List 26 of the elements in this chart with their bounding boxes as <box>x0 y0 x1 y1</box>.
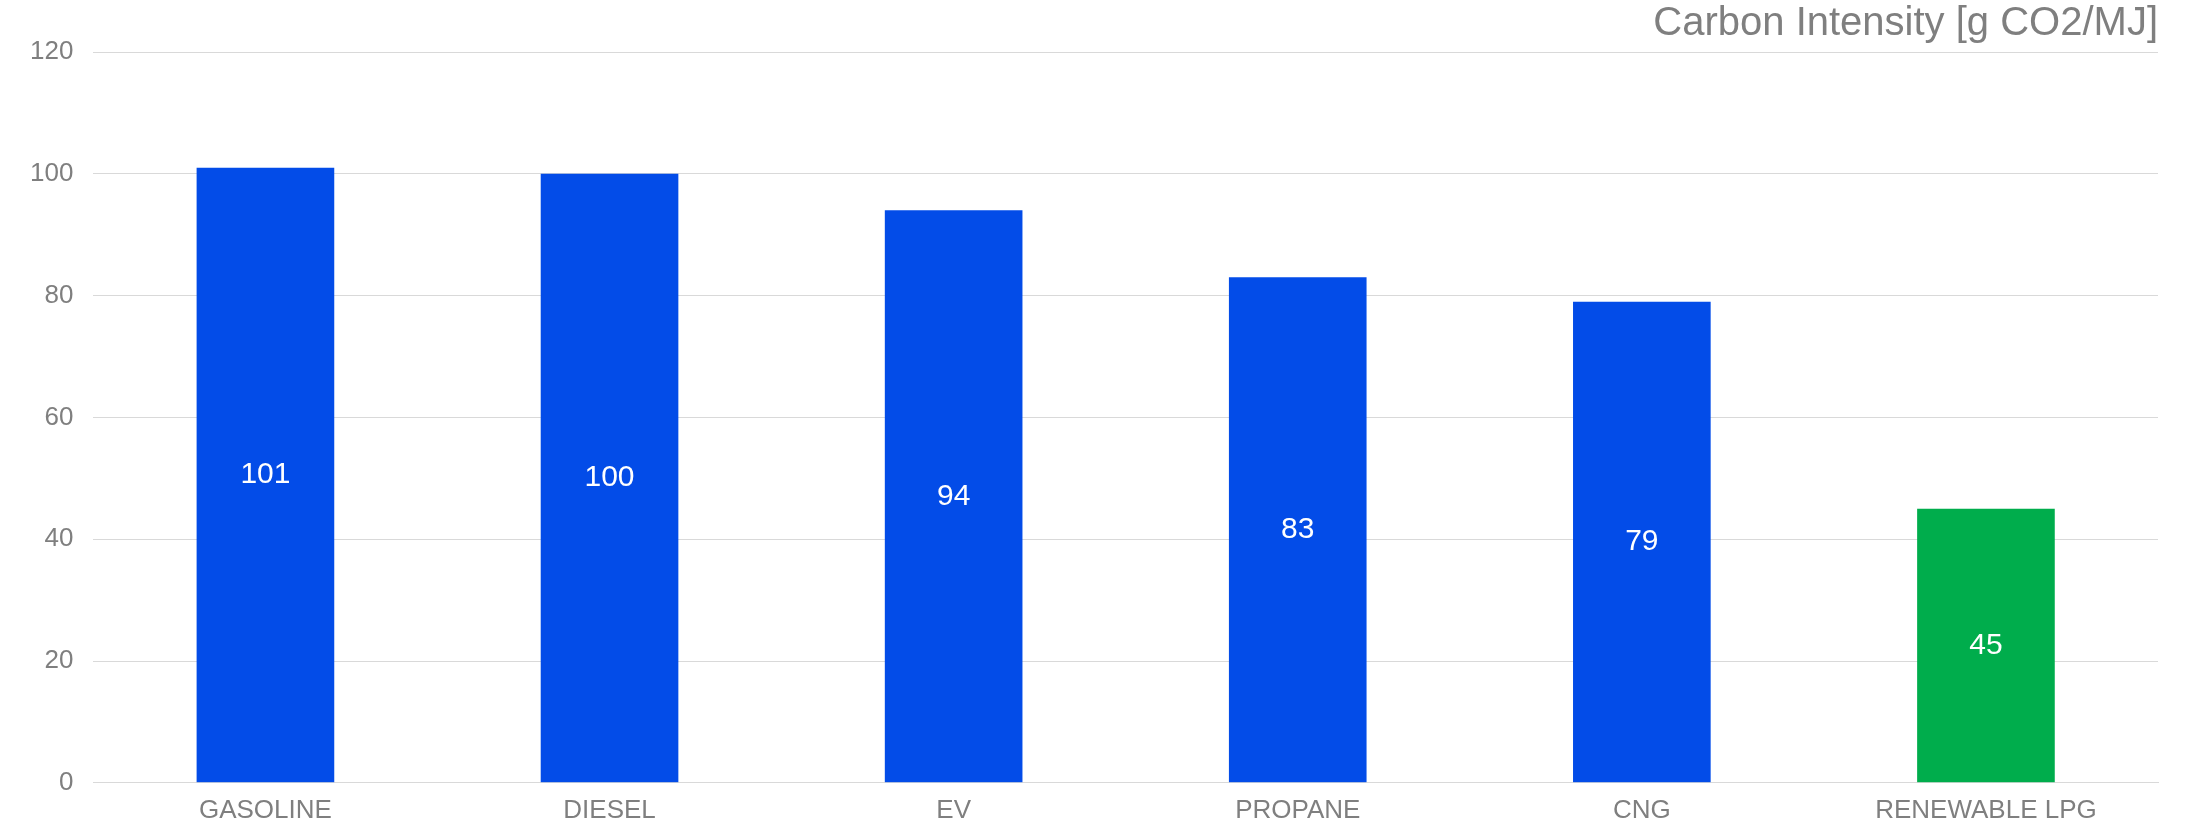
x-tick-label: PROPANE <box>1235 793 1361 824</box>
bar <box>196 167 335 783</box>
x-tick-label: RENEWABLE LPG <box>1875 793 2097 824</box>
x-tick-label: DIESEL <box>563 793 656 824</box>
bar <box>1228 277 1367 783</box>
y-tick-label: 60 <box>44 400 74 431</box>
bar <box>1573 301 1711 783</box>
data-label: 45 <box>1969 626 2003 660</box>
y-tick-label: 80 <box>44 278 74 309</box>
data-label: 79 <box>1625 523 1659 557</box>
y-tick-label: 0 <box>58 765 74 796</box>
y-tick-label: 40 <box>44 522 74 553</box>
x-tick-label: CNG <box>1612 793 1671 824</box>
y-tick-label: 100 <box>29 156 74 187</box>
bar <box>1917 508 2055 783</box>
bar <box>540 173 679 783</box>
bar <box>884 210 1023 783</box>
data-label: 83 <box>1281 511 1315 545</box>
data-label: 101 <box>240 456 291 490</box>
x-tick-label: EV <box>936 793 972 824</box>
chart-title: Carbon Intensity [g CO2/MJ] <box>1653 0 2158 44</box>
y-tick-label: 20 <box>44 644 74 675</box>
data-label: 100 <box>584 459 635 493</box>
x-tick-label: GASOLINE <box>198 793 332 824</box>
y-tick-label: 120 <box>29 35 74 66</box>
data-label: 94 <box>936 477 971 511</box>
